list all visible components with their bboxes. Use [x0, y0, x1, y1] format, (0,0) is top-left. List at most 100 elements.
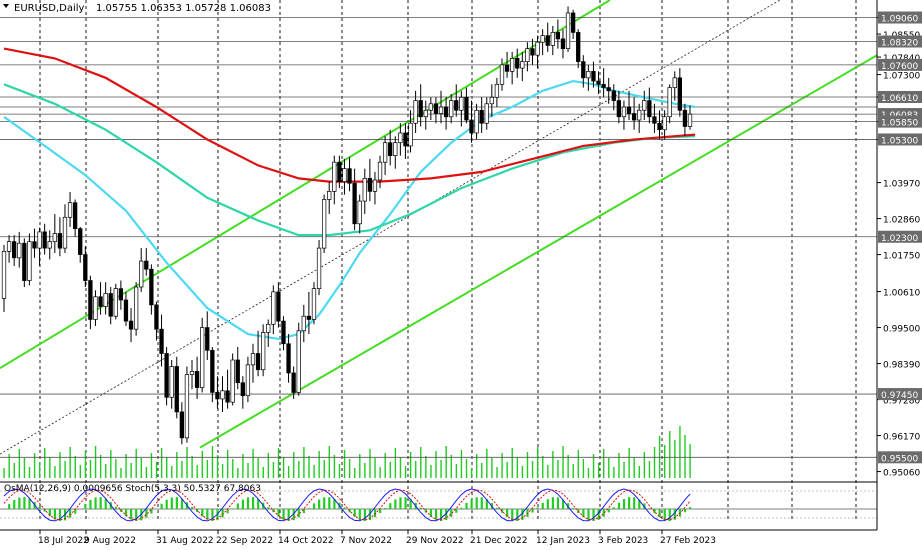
volume-bar — [425, 456, 427, 478]
chevron-down-icon[interactable] — [3, 4, 9, 8]
volume-bar — [496, 467, 498, 478]
osma-bar — [343, 507, 346, 509]
candle-body — [687, 113, 693, 127]
candle-body — [647, 100, 652, 118]
volume-bar — [348, 459, 351, 478]
osma-bar — [602, 509, 605, 517]
osma-bar — [191, 506, 194, 509]
volume-bar — [247, 463, 249, 478]
volume-bar — [277, 448, 280, 478]
volume-bar — [226, 450, 229, 478]
candle-body — [631, 113, 637, 121]
candle-body — [560, 38, 566, 49]
volume-bar — [232, 459, 234, 478]
volume-bar — [511, 448, 513, 478]
osma-bar — [323, 497, 326, 509]
osma-bar — [363, 509, 366, 521]
candle-body — [22, 242, 27, 281]
osma-bar — [617, 502, 621, 509]
volume-bar — [597, 463, 600, 478]
candle-body — [621, 106, 627, 118]
osma-bar — [638, 499, 641, 509]
volume-bar — [267, 453, 270, 478]
osma-bar — [145, 509, 148, 518]
x-tick-label: 31 Aug 2022 — [156, 536, 214, 546]
candle-body — [103, 293, 108, 307]
osma-bar — [236, 503, 239, 509]
osma-bar — [74, 509, 77, 514]
osma-bar — [8, 504, 11, 509]
volume-bar — [613, 467, 615, 478]
volume-bar — [206, 460, 209, 478]
volume-bar — [430, 465, 432, 478]
volume-bar — [18, 449, 21, 478]
candle-body — [616, 100, 622, 118]
osma-bar — [333, 499, 336, 509]
candle-body — [372, 179, 378, 192]
candle-body — [494, 83, 500, 98]
volume-bar — [648, 461, 651, 478]
candle-body — [159, 328, 164, 354]
volume-bar — [516, 457, 519, 478]
volume-bar — [684, 435, 686, 478]
volume-bar — [28, 467, 31, 478]
osma-bar — [221, 509, 224, 518]
volume-bar — [663, 445, 666, 478]
volume-bar — [536, 447, 539, 478]
candle-body — [286, 343, 291, 374]
osma-bar — [246, 497, 250, 509]
candle-body — [149, 268, 154, 306]
candle-body — [606, 87, 611, 92]
osma-bar — [170, 497, 173, 509]
volume-bar — [272, 462, 275, 478]
volume-bar — [440, 460, 442, 478]
osma-bar — [277, 509, 280, 517]
x-tick-label: 9 Aug 2022 — [84, 536, 136, 546]
volume-bar — [420, 447, 422, 478]
candle-body — [123, 299, 129, 322]
volume-bar — [3, 468, 5, 478]
osma-bar — [440, 509, 443, 521]
osma-bar — [394, 499, 397, 509]
oscillator-label: OsMA(12,26,9) 0.0009656 Stoch(5,3,3) 50.… — [4, 484, 261, 494]
candle-body — [586, 71, 591, 79]
volume-bar — [592, 454, 595, 478]
volume-bar — [669, 431, 671, 478]
osma-bar — [373, 509, 377, 518]
price-label: 1.07600 — [881, 62, 918, 72]
osma-bar — [368, 509, 372, 521]
volume-bar — [547, 465, 549, 478]
volume-bar — [460, 450, 463, 478]
volume-bar — [44, 448, 46, 478]
price-label-box — [878, 133, 922, 146]
candle-body — [591, 71, 596, 82]
candle-body — [230, 359, 235, 403]
volume-bar — [623, 462, 625, 478]
price-label: 1.09060 — [881, 15, 918, 25]
candle-body — [261, 332, 266, 371]
osma-bar — [485, 499, 488, 509]
candle-body — [291, 372, 296, 393]
candle-body — [581, 61, 586, 79]
osma-bar — [104, 498, 107, 509]
candle-body — [520, 61, 525, 69]
candle-body — [62, 216, 68, 249]
osma-bar — [556, 497, 560, 509]
candle-body — [113, 288, 118, 317]
osma-bar — [206, 509, 209, 520]
osma-bar — [404, 497, 407, 509]
volume-bar — [557, 460, 559, 478]
candle-body — [352, 182, 357, 225]
osma-bar — [124, 509, 128, 517]
volume-bar — [313, 465, 315, 478]
candle-body — [474, 109, 479, 134]
osma-bar — [251, 497, 255, 509]
candle-body — [93, 296, 98, 320]
price-label: 0.95500 — [881, 454, 918, 464]
price-label-box — [878, 388, 922, 401]
x-tick-label: 7 Nov 2022 — [340, 536, 392, 546]
osma-bar — [231, 508, 234, 509]
candle-body — [464, 96, 469, 121]
osma-bar — [257, 498, 260, 509]
candle-body — [311, 288, 317, 320]
